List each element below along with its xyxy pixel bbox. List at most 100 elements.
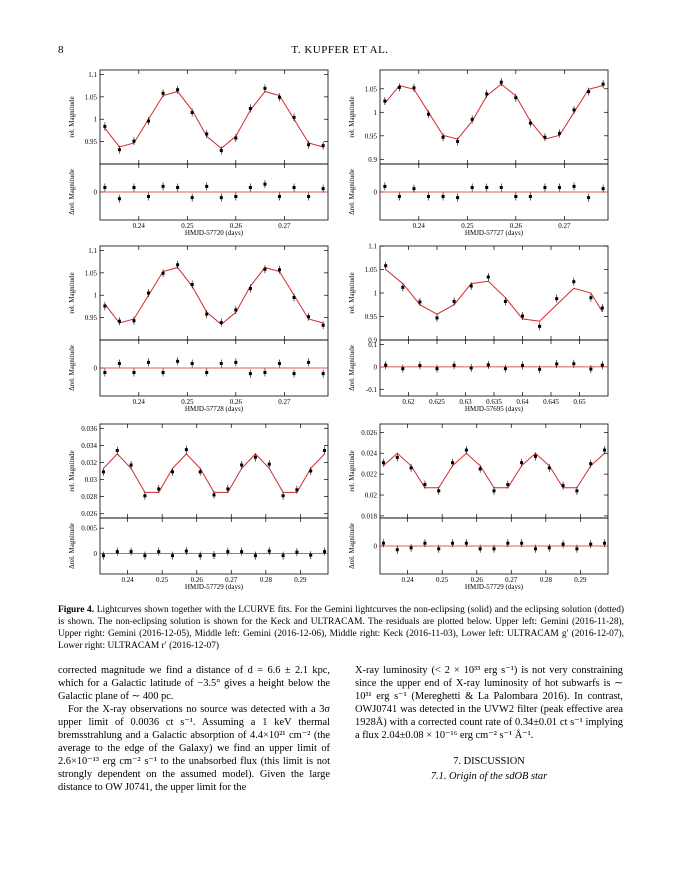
x-tick-label: 0.27 [505, 576, 518, 584]
x-tick-label: 0.26 [230, 398, 243, 406]
residual-point [205, 184, 209, 188]
x-tick-label: 0.25 [181, 222, 194, 230]
residual-point [292, 372, 296, 376]
y-axis-label: Δrel. Magnitude [68, 523, 76, 569]
residual-point [503, 367, 507, 371]
subsection-heading: 7.1. Origin of the sdOB star [430, 771, 548, 782]
plot-frame [379, 245, 609, 341]
plot-frame [99, 423, 329, 519]
data-point [323, 448, 327, 452]
y-tick-label: 0.95 [365, 313, 378, 321]
residual-point [601, 187, 605, 191]
y-tick-label: 0.95 [365, 132, 378, 140]
data-point [572, 280, 576, 284]
residual-point [401, 367, 405, 371]
data-point [469, 284, 473, 288]
data-point [190, 111, 194, 115]
residual-point [157, 550, 161, 554]
x-tick-label: 0.65 [573, 398, 586, 406]
residual-point [292, 186, 296, 190]
x-axis-label: HMJD-57727 (days) [465, 229, 524, 237]
paragraph: For the X-ray observations no source was… [58, 704, 330, 793]
data-point [503, 299, 507, 303]
x-axis-label: HMJD-57720 (days) [185, 229, 244, 237]
data-point [132, 319, 136, 323]
data-point [234, 136, 238, 140]
y-tick-label: 0.024 [361, 450, 377, 458]
data-point [381, 461, 385, 465]
data-point [543, 135, 547, 139]
residual-point [441, 194, 445, 198]
y-tick-label: 1.05 [85, 93, 98, 101]
residual-point [437, 547, 441, 551]
data-point [521, 314, 524, 318]
data-point [307, 143, 311, 147]
x-tick-label: 0.24 [133, 398, 146, 406]
residual-point [321, 187, 325, 191]
data-point [470, 117, 474, 121]
plot-frame [99, 245, 329, 341]
residual-point [321, 372, 325, 376]
residual-point [557, 186, 561, 190]
y-tick-label: 0.1 [368, 341, 377, 349]
residual-point [103, 186, 107, 190]
residual-point [248, 186, 252, 190]
residual-point [176, 186, 180, 190]
data-point [205, 132, 209, 136]
page-number: 8 [58, 44, 64, 56]
y-tick-label: 0.03 [85, 476, 98, 484]
caption-text: Lightcurves shown together with the LCUR… [58, 605, 625, 651]
data-point [478, 467, 482, 471]
residual-point [198, 554, 202, 558]
data-point [176, 263, 180, 267]
data-point [435, 316, 439, 320]
residual-point [492, 547, 496, 551]
data-point [161, 91, 165, 95]
data-point [103, 304, 107, 308]
data-point [295, 488, 299, 492]
data-point [456, 139, 460, 143]
data-point [514, 96, 518, 100]
y-tick-label: 1.05 [365, 266, 378, 274]
x-tick-label: 0.29 [294, 576, 307, 584]
residual-point [161, 184, 165, 188]
data-point [171, 470, 175, 474]
residual-point [263, 370, 267, 374]
data-point [263, 86, 267, 90]
residual-point [464, 541, 468, 545]
y-axis-label: Δrel. Magnitude [348, 523, 356, 569]
residual-point [589, 367, 593, 371]
y-tick-label: 0.005 [81, 525, 97, 533]
data-point [277, 95, 281, 99]
data-point [115, 448, 119, 452]
residual-point [147, 360, 151, 364]
residual-point [190, 196, 194, 200]
caption: Figure 4. Lightcurves shown together wit… [58, 604, 624, 652]
data-point [601, 82, 605, 86]
y-axis-label: rel. Magnitude [348, 450, 356, 491]
data-point [533, 454, 537, 458]
x-tick-label: 0.26 [230, 222, 243, 230]
y-tick-label: 0.026 [361, 429, 377, 437]
model-curve [384, 83, 604, 140]
residual-point [248, 372, 252, 376]
data-point [603, 448, 607, 452]
residual-point [600, 363, 604, 367]
residual-point [538, 367, 542, 371]
model-curve [385, 269, 603, 322]
caption-label: Figure 4. [58, 605, 95, 615]
y-axis-label: rel. Magnitude [68, 272, 76, 313]
residual-point [253, 554, 257, 558]
residual-point [117, 362, 121, 366]
data-point [401, 285, 405, 289]
residual-point [589, 542, 593, 546]
residual-point [485, 186, 489, 190]
residual-point [234, 360, 238, 364]
x-tick-label: 0.27 [558, 222, 571, 230]
data-point [309, 469, 313, 473]
residual-point [452, 363, 456, 367]
y-tick-label: 0.028 [81, 493, 97, 501]
residual-point [397, 194, 401, 198]
residual-point [521, 364, 524, 368]
residual-point [384, 363, 388, 367]
